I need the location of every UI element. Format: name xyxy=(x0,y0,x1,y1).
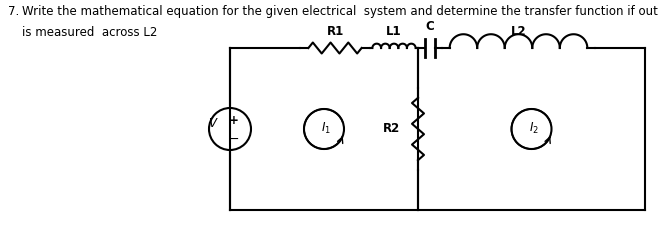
Text: L1: L1 xyxy=(386,25,402,38)
Text: $\mathit{I_1}$: $\mathit{I_1}$ xyxy=(321,120,331,136)
Text: +: + xyxy=(229,114,239,127)
Text: R1: R1 xyxy=(326,25,343,38)
Text: V: V xyxy=(208,116,216,129)
Text: L2: L2 xyxy=(511,25,527,38)
Text: 7.: 7. xyxy=(8,5,19,18)
Text: Write the mathematical equation for the given electrical  system and determine t: Write the mathematical equation for the … xyxy=(22,5,659,18)
Text: −: − xyxy=(229,133,239,145)
Text: $\mathit{I_2}$: $\mathit{I_2}$ xyxy=(529,120,538,136)
Text: R2: R2 xyxy=(383,123,400,135)
Text: C: C xyxy=(426,20,434,33)
Text: is measured  across L2: is measured across L2 xyxy=(22,26,158,39)
